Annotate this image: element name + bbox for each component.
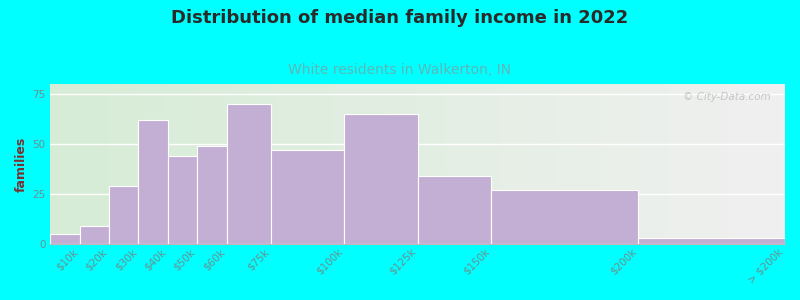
Bar xyxy=(344,114,418,244)
Y-axis label: families: families xyxy=(15,136,28,191)
Bar xyxy=(109,186,138,244)
Bar xyxy=(418,176,491,244)
Bar xyxy=(491,190,638,244)
Bar xyxy=(80,226,109,244)
Bar xyxy=(138,120,168,244)
Text: White residents in Walkerton, IN: White residents in Walkerton, IN xyxy=(289,63,511,77)
Bar xyxy=(50,234,80,244)
Bar xyxy=(638,238,785,244)
Bar xyxy=(226,104,270,244)
Bar xyxy=(198,146,226,244)
Bar xyxy=(270,150,344,244)
Text: Distribution of median family income in 2022: Distribution of median family income in … xyxy=(171,9,629,27)
Bar xyxy=(168,156,198,244)
Text: © City-Data.com: © City-Data.com xyxy=(682,92,770,102)
